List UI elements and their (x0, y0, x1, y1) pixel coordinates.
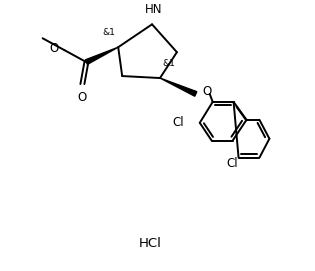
Text: HN: HN (145, 3, 163, 16)
Text: O: O (78, 91, 87, 104)
Text: Cl: Cl (227, 157, 238, 170)
Text: HCl: HCl (139, 237, 162, 250)
Polygon shape (160, 78, 197, 96)
Text: Cl: Cl (172, 116, 184, 129)
Text: &1: &1 (162, 59, 175, 68)
Polygon shape (85, 47, 118, 64)
Text: O: O (49, 42, 59, 55)
Text: O: O (203, 85, 212, 98)
Text: &1: &1 (102, 28, 115, 37)
